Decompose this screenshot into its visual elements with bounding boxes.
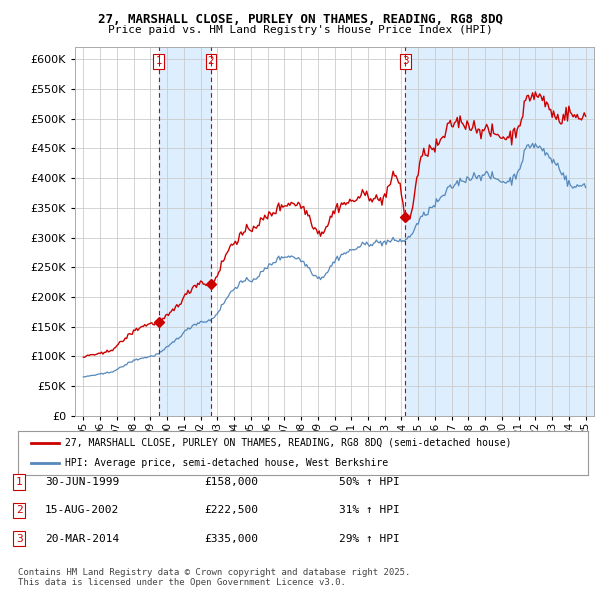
Text: 20-MAR-2014: 20-MAR-2014 [45, 534, 119, 543]
Bar [405, 47, 594, 416]
Text: 15-AUG-2002: 15-AUG-2002 [45, 506, 119, 515]
Text: 27, MARSHALL CLOSE, PURLEY ON THAMES, READING, RG8 8DQ (semi-detached house): 27, MARSHALL CLOSE, PURLEY ON THAMES, RE… [65, 438, 511, 448]
Text: 27, MARSHALL CLOSE, PURLEY ON THAMES, READING, RG8 8DQ: 27, MARSHALL CLOSE, PURLEY ON THAMES, RE… [97, 13, 503, 26]
Text: 31% ↑ HPI: 31% ↑ HPI [339, 506, 400, 515]
Bar [159, 47, 211, 416]
Text: 2: 2 [16, 506, 23, 515]
Text: Price paid vs. HM Land Registry's House Price Index (HPI): Price paid vs. HM Land Registry's House … [107, 25, 493, 35]
Text: £335,000: £335,000 [204, 534, 258, 543]
Text: 30-JUN-1999: 30-JUN-1999 [45, 477, 119, 487]
Text: HPI: Average price, semi-detached house, West Berkshire: HPI: Average price, semi-detached house,… [65, 458, 388, 468]
Text: 3: 3 [402, 57, 409, 67]
Text: £158,000: £158,000 [204, 477, 258, 487]
Text: 2: 2 [208, 57, 214, 67]
Text: 1: 1 [16, 477, 23, 487]
Text: Contains HM Land Registry data © Crown copyright and database right 2025.
This d: Contains HM Land Registry data © Crown c… [18, 568, 410, 587]
Text: 50% ↑ HPI: 50% ↑ HPI [339, 477, 400, 487]
Text: 1: 1 [155, 57, 162, 67]
Text: 29% ↑ HPI: 29% ↑ HPI [339, 534, 400, 543]
Text: £222,500: £222,500 [204, 506, 258, 515]
Text: 3: 3 [16, 534, 23, 543]
